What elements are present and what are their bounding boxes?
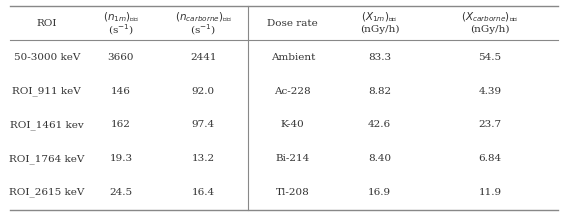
Text: 3660: 3660: [108, 53, 134, 62]
Text: (nGy/h): (nGy/h): [470, 25, 510, 34]
Text: Tl-208: Tl-208: [276, 188, 310, 197]
Text: $(n_{carborne})_{\mathregular{고정}}$: $(n_{carborne})_{\mathregular{고정}}$: [175, 11, 232, 24]
Text: ROI: ROI: [37, 19, 57, 28]
Text: 92.0: 92.0: [192, 87, 215, 95]
Text: Bi-214: Bi-214: [276, 154, 310, 163]
Text: 54.5: 54.5: [478, 53, 501, 62]
Text: 8.40: 8.40: [368, 154, 391, 163]
Text: (nGy/h): (nGy/h): [360, 25, 399, 34]
Text: 19.3: 19.3: [109, 154, 133, 163]
Text: 16.9: 16.9: [368, 188, 391, 197]
Text: Ac-228: Ac-228: [275, 87, 311, 95]
Text: $(X_{carborne})_{\mathregular{고정}}$: $(X_{carborne})_{\mathregular{고정}}$: [461, 11, 519, 24]
Text: 83.3: 83.3: [368, 53, 391, 62]
Text: Ambient: Ambient: [271, 53, 315, 62]
Text: ROI_2615 keV: ROI_2615 keV: [9, 188, 85, 197]
Text: 23.7: 23.7: [478, 121, 501, 129]
Text: 97.4: 97.4: [192, 121, 215, 129]
Text: ROI_1461 kev: ROI_1461 kev: [10, 120, 83, 130]
Text: (s$^{-1}$): (s$^{-1}$): [108, 22, 134, 37]
Text: K-40: K-40: [281, 121, 305, 129]
Text: ROI_1764 keV: ROI_1764 keV: [9, 154, 85, 164]
Text: 146: 146: [111, 87, 131, 95]
Text: Dose rate: Dose rate: [267, 19, 318, 28]
Text: 11.9: 11.9: [478, 188, 501, 197]
Text: $(n_{1m})_{\mathregular{고정}}$: $(n_{1m})_{\mathregular{고정}}$: [103, 11, 139, 24]
Text: 2441: 2441: [190, 53, 217, 62]
Text: 16.4: 16.4: [192, 188, 215, 197]
Text: 50-3000 keV: 50-3000 keV: [14, 53, 80, 62]
Text: 8.82: 8.82: [368, 87, 391, 95]
Text: 13.2: 13.2: [192, 154, 215, 163]
Text: ROI_911 keV: ROI_911 keV: [12, 86, 81, 96]
Text: 42.6: 42.6: [368, 121, 391, 129]
Text: 4.39: 4.39: [478, 87, 501, 95]
Text: 162: 162: [111, 121, 131, 129]
Text: $(X_{1m})_{\mathregular{고정}}$: $(X_{1m})_{\mathregular{고정}}$: [361, 11, 398, 24]
Text: 24.5: 24.5: [109, 188, 133, 197]
Text: (s$^{-1}$): (s$^{-1}$): [191, 22, 217, 37]
Text: 6.84: 6.84: [478, 154, 501, 163]
